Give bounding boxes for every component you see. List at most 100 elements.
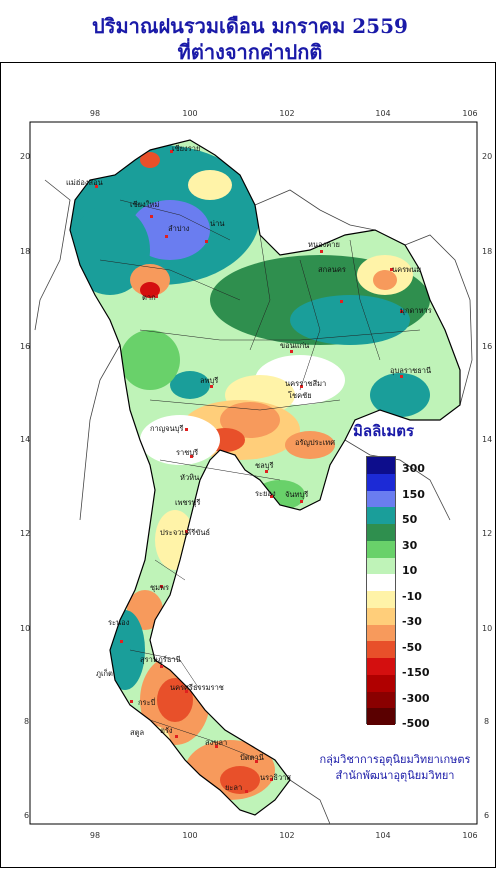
tick-lat-14: 14 bbox=[20, 435, 30, 444]
tick-lat-6-right: 6 bbox=[484, 811, 489, 820]
legend-swatch bbox=[367, 691, 395, 709]
place-label: ประจวบคีรีขันธ์ bbox=[160, 528, 210, 537]
tick-lat-6: 6 bbox=[24, 811, 29, 820]
place-label: หัวหิน bbox=[180, 473, 199, 482]
station-markers bbox=[95, 150, 403, 793]
legend-swatch bbox=[367, 457, 395, 474]
place-label: ตรัง bbox=[160, 726, 173, 735]
place-label: อุบลราชธานี bbox=[390, 366, 431, 375]
legend-label: 10 bbox=[402, 564, 418, 578]
map-title-block: ปริมาณฝนรวมเดือน มกราคม 2559 ที่ต่างจากค… bbox=[0, 0, 500, 64]
legend-swatch bbox=[367, 473, 395, 491]
legend-title: มิลลิเมตร bbox=[353, 422, 415, 440]
tick-lat-16: 16 bbox=[20, 342, 30, 351]
place-label: นครศรีธรรมราช bbox=[170, 683, 224, 692]
tick-lat-10-right: 10 bbox=[482, 624, 492, 633]
province-boundaries bbox=[99, 199, 421, 761]
legend-colorbar bbox=[366, 456, 396, 725]
place-label: ขอนแก่น bbox=[280, 341, 309, 350]
place-label: ยะลา bbox=[225, 783, 242, 792]
place-label: เชียงราย bbox=[172, 144, 200, 153]
legend-swatch bbox=[367, 507, 395, 524]
legend-swatch bbox=[367, 574, 395, 591]
place-label: สงขลา bbox=[205, 738, 227, 747]
legend-swatch bbox=[367, 540, 395, 558]
credit-line-2: สำนักพัฒนาอุตุนิยมวิทยา bbox=[335, 769, 455, 782]
legend-swatch bbox=[367, 607, 395, 625]
tick-lon-98-bottom: 98 bbox=[90, 831, 100, 840]
legend-label: -10 bbox=[402, 589, 422, 603]
place-label: ลพบุรี bbox=[200, 376, 218, 385]
legend: 300 150 50 30 10 -10 -30 -50 -150 -300 -500 bbox=[366, 456, 486, 730]
place-label: อรัญประเทศ bbox=[295, 438, 335, 447]
map-subtitle: ที่ต่างจากค่าปกติ bbox=[177, 40, 323, 64]
place-label: นครพนม bbox=[392, 265, 421, 274]
place-label: ลำปาง bbox=[168, 224, 190, 233]
legend-label: -500 bbox=[402, 717, 430, 731]
legend-label: -150 bbox=[402, 666, 430, 680]
latitude-ticks: 20 18 16 14 12 10 8 6 20 18 16 14 12 10 … bbox=[20, 152, 492, 820]
tick-lon-104: 104 bbox=[375, 109, 390, 118]
place-label: แม่ฮ่องสอน bbox=[66, 178, 103, 187]
place-label: ปัตตานี bbox=[240, 753, 264, 762]
legend-swatch bbox=[367, 624, 395, 642]
legend-swatch bbox=[367, 490, 395, 508]
map-frame bbox=[0, 62, 496, 868]
tick-lat-20-right: 20 bbox=[482, 152, 492, 161]
legend-label: -300 bbox=[402, 691, 430, 705]
legend-swatch bbox=[367, 524, 395, 541]
tick-lat-20: 20 bbox=[20, 152, 30, 161]
place-label: โชคชัย bbox=[288, 391, 312, 400]
place-label: สกลนคร bbox=[318, 265, 346, 274]
tick-lon-106-bottom: 106 bbox=[462, 831, 477, 840]
place-label: ระยอง bbox=[255, 489, 276, 498]
tick-lat-16-right: 16 bbox=[482, 342, 492, 351]
legend-label: 30 bbox=[402, 538, 418, 552]
tick-lon-104-bottom: 104 bbox=[375, 831, 390, 840]
tick-lat-14-right: 14 bbox=[482, 435, 492, 444]
place-label: สุราษฎร์ธานี bbox=[140, 655, 181, 664]
tick-lat-12: 12 bbox=[20, 529, 30, 538]
place-label: มุกดาหาร bbox=[400, 306, 432, 315]
tick-lon-100-bottom: 100 bbox=[182, 831, 197, 840]
place-label: ชุมพร bbox=[150, 583, 169, 592]
neighbour-borders bbox=[34, 179, 473, 825]
legend-swatch bbox=[367, 557, 395, 575]
place-labels: เชียงราย แม่ฮ่องสอน เชียงใหม่ ลำปาง น่าน… bbox=[66, 144, 432, 792]
place-label: ราชบุรี bbox=[176, 448, 198, 457]
credit-block: กลุ่มวิชาการอุตุนิยมวิทยาเกษตร สำนักพัฒน… bbox=[300, 752, 490, 784]
place-label: นครราชสีมา bbox=[285, 379, 326, 388]
place-label: เชียงใหม่ bbox=[130, 200, 159, 209]
legend-label: -30 bbox=[402, 615, 422, 629]
tick-lat-8-right: 8 bbox=[484, 717, 489, 726]
place-label: กาญจนบุรี bbox=[150, 424, 183, 433]
longitude-ticks: 98 100 102 104 106 98 100 102 104 106 bbox=[90, 109, 478, 840]
place-label: นราธิวาส bbox=[260, 773, 291, 782]
tick-lat-8: 8 bbox=[24, 717, 29, 726]
place-label: น่าน bbox=[210, 219, 224, 228]
tick-lon-106: 106 bbox=[462, 109, 477, 118]
legend-label: 50 bbox=[402, 513, 418, 527]
plot-border bbox=[29, 121, 478, 825]
legend-label: 150 bbox=[402, 487, 425, 501]
legend-swatch bbox=[367, 708, 395, 725]
place-label: ภูเก็ต bbox=[96, 668, 113, 678]
place-label: เพชรบุรี bbox=[175, 498, 200, 507]
credit-line-1: กลุ่มวิชาการอุตุนิยมวิทยาเกษตร bbox=[319, 753, 471, 766]
legend-swatch bbox=[367, 591, 395, 608]
place-label: สตูล bbox=[130, 728, 144, 737]
place-label: ชลบุรี bbox=[255, 461, 273, 470]
legend-swatch bbox=[367, 674, 395, 692]
place-label: กระบี่ bbox=[138, 697, 156, 707]
tick-lon-102-bottom: 102 bbox=[279, 831, 294, 840]
place-label: จันทบุรี bbox=[285, 490, 308, 499]
tick-lon-100: 100 bbox=[182, 109, 197, 118]
tick-lat-12-right: 12 bbox=[482, 529, 492, 538]
tick-lat-18-right: 18 bbox=[482, 247, 492, 256]
legend-swatch bbox=[367, 658, 395, 675]
place-label: ตาก bbox=[142, 293, 156, 302]
place-label: หนองคาย bbox=[308, 240, 340, 249]
tick-lon-102: 102 bbox=[279, 109, 294, 118]
place-label: ระนอง bbox=[108, 618, 130, 627]
tick-lat-18: 18 bbox=[20, 247, 30, 256]
